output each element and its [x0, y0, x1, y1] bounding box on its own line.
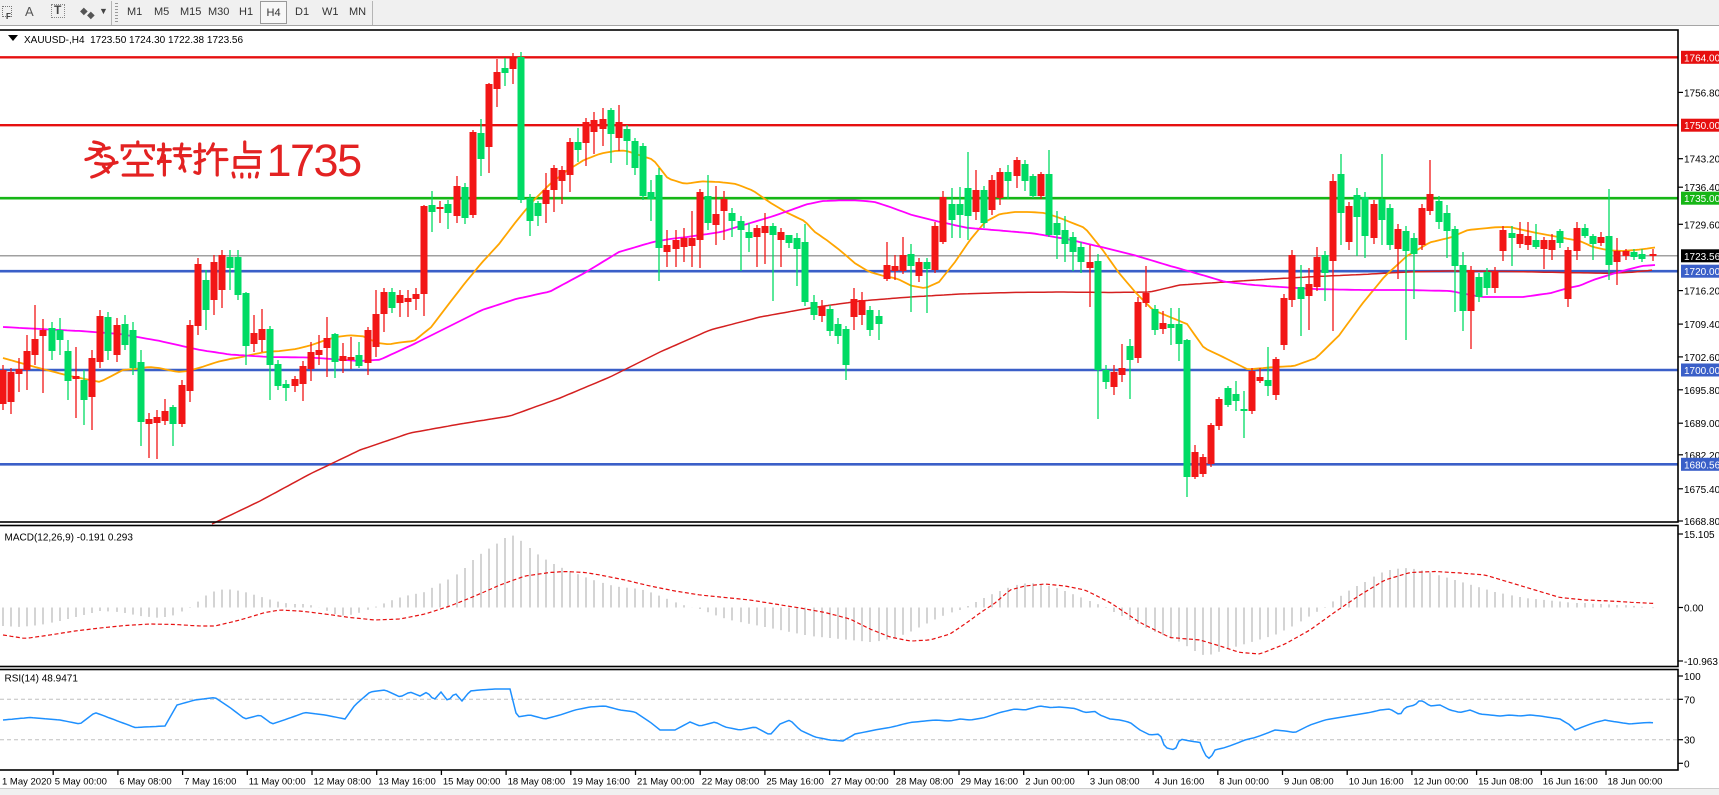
- svg-text:2 Jun 00:00: 2 Jun 00:00: [1025, 777, 1075, 788]
- svg-text:RSI(14) 48.9471: RSI(14) 48.9471: [5, 674, 79, 685]
- svg-text:28 May 08:00: 28 May 08:00: [896, 777, 954, 788]
- svg-text:27 May 00:00: 27 May 00:00: [831, 777, 889, 788]
- svg-text:1 May 2020: 1 May 2020: [2, 777, 52, 788]
- svg-text:XAUUSD-,H4 1723.50 1724.30 17: XAUUSD-,H4 1723.50 1724.30 1722.38 1723.…: [24, 35, 243, 46]
- svg-text:100: 100: [1684, 672, 1701, 683]
- svg-text:1756.80: 1756.80: [1684, 88, 1719, 99]
- svg-text:1700.00: 1700.00: [1684, 366, 1719, 377]
- svg-text:1695.80: 1695.80: [1684, 386, 1719, 397]
- svg-text:18 Jun 00:00: 18 Jun 00:00: [1608, 777, 1663, 788]
- svg-text:MACD(12,26,9) -0.191 0.293: MACD(12,26,9) -0.191 0.293: [5, 533, 134, 544]
- svg-text:12 Jun 00:00: 12 Jun 00:00: [1413, 777, 1468, 788]
- svg-text:1743.20: 1743.20: [1684, 155, 1719, 166]
- svg-text:1675.40: 1675.40: [1684, 485, 1719, 496]
- svg-text:1680.56: 1680.56: [1684, 460, 1719, 471]
- svg-text:7 May 16:00: 7 May 16:00: [184, 777, 236, 788]
- svg-text:70: 70: [1684, 695, 1696, 706]
- svg-text:18 May 08:00: 18 May 08:00: [508, 777, 566, 788]
- svg-text:4 Jun 16:00: 4 Jun 16:00: [1155, 777, 1205, 788]
- svg-text:11 May 00:00: 11 May 00:00: [249, 777, 306, 788]
- svg-text:8 Jun 00:00: 8 Jun 00:00: [1219, 777, 1269, 788]
- svg-text:1709.40: 1709.40: [1684, 320, 1719, 331]
- svg-text:1720.00: 1720.00: [1684, 267, 1719, 278]
- svg-text:5 May 00:00: 5 May 00:00: [55, 777, 107, 788]
- svg-text:22 May 08:00: 22 May 08:00: [702, 777, 760, 788]
- svg-text:25 May 16:00: 25 May 16:00: [766, 777, 824, 788]
- svg-text:1723.56: 1723.56: [1684, 252, 1719, 263]
- svg-text:16 Jun 16:00: 16 Jun 16:00: [1543, 777, 1598, 788]
- svg-text:1736.40: 1736.40: [1684, 183, 1719, 194]
- svg-text:1729.60: 1729.60: [1684, 220, 1719, 231]
- svg-text:19 May 16:00: 19 May 16:00: [572, 777, 630, 788]
- svg-text:-10.963: -10.963: [1684, 657, 1718, 668]
- svg-text:1750.00: 1750.00: [1684, 121, 1719, 132]
- svg-text:0.00: 0.00: [1684, 604, 1704, 615]
- svg-text:29 May 16:00: 29 May 16:00: [961, 777, 1019, 788]
- svg-text:12 May 08:00: 12 May 08:00: [314, 777, 372, 788]
- svg-text:6 May 08:00: 6 May 08:00: [119, 777, 171, 788]
- svg-text:3 Jun 08:00: 3 Jun 08:00: [1090, 777, 1140, 788]
- svg-text:13 May 16:00: 13 May 16:00: [378, 777, 436, 788]
- svg-text:15 May 00:00: 15 May 00:00: [443, 777, 501, 788]
- svg-text:1764.00: 1764.00: [1684, 53, 1719, 64]
- svg-text:1735: 1735: [267, 135, 362, 186]
- svg-text:1735.00: 1735.00: [1684, 194, 1719, 205]
- svg-text:21 May 00:00: 21 May 00:00: [637, 777, 695, 788]
- svg-text:0: 0: [1684, 759, 1690, 770]
- svg-text:1682.20: 1682.20: [1684, 451, 1719, 462]
- svg-text:9 Jun 08:00: 9 Jun 08:00: [1284, 777, 1334, 788]
- svg-text:15 Jun 08:00: 15 Jun 08:00: [1478, 777, 1533, 788]
- svg-text:15.105: 15.105: [1684, 530, 1715, 541]
- svg-text:10 Jun 16:00: 10 Jun 16:00: [1349, 777, 1404, 788]
- svg-text:1716.20: 1716.20: [1684, 287, 1719, 298]
- svg-text:1668.80: 1668.80: [1684, 517, 1719, 528]
- svg-text:30: 30: [1684, 736, 1696, 747]
- svg-text:1702.60: 1702.60: [1684, 353, 1719, 364]
- svg-text:1689.00: 1689.00: [1684, 419, 1719, 430]
